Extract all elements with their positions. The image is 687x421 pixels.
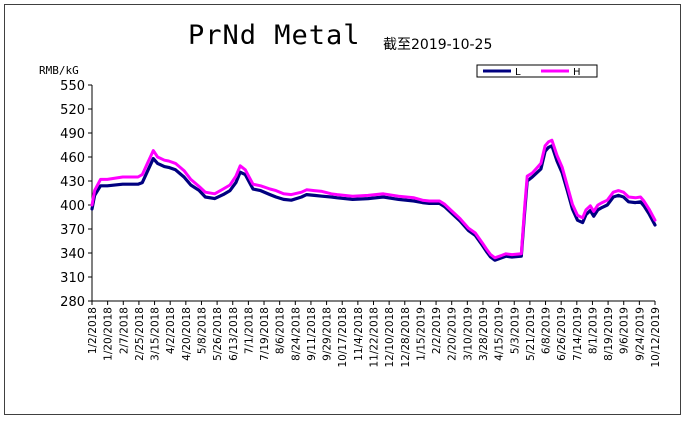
x-tick-label: 2/7/2018 [118, 307, 130, 354]
chart-subtitle: 截至2019-10-25 [383, 37, 493, 53]
x-tick-label: 1/20/2018 [103, 307, 115, 361]
x-tick-label: 1/15/2019 [415, 307, 427, 361]
x-tick-label: 1/2/2018 [87, 307, 99, 354]
x-tick-label: 3/28/2019 [478, 307, 490, 361]
series-line-l [90, 144, 657, 262]
x-tick-label: 4/2/2018 [165, 307, 177, 354]
x-tick-label: 7/1/2018 [243, 307, 255, 354]
x-tick-label: 3/15/2018 [150, 307, 162, 361]
y-axis-unit: RMB/kG [39, 64, 79, 77]
x-tick-label: 4/20/2018 [181, 307, 193, 361]
x-tick-label: 7/14/2019 [572, 307, 584, 361]
y-tick-label: 280 [60, 295, 85, 310]
x-tick-label: 8/19/2019 [603, 307, 615, 361]
x-tick-label: 6/8/2019 [541, 307, 553, 354]
x-tick-label: 8/24/2018 [290, 307, 302, 361]
x-tick-label: 11/22/2018 [369, 307, 381, 368]
legend-label-h: H [573, 67, 581, 78]
x-tick-label: 9/29/2018 [322, 307, 334, 361]
x-tick-label: 10/12/2019 [650, 307, 662, 368]
x-tick-label: 9/24/2019 [634, 307, 646, 361]
x-tick-label: 5/8/2018 [196, 307, 208, 354]
y-tick-label: 340 [60, 247, 85, 262]
y-tick-label: 310 [60, 271, 85, 286]
x-tick-label: 9/6/2019 [619, 307, 631, 354]
x-tick-label: 8/6/2018 [275, 307, 287, 354]
x-tick-label: 3/10/2019 [462, 307, 474, 361]
x-tick-label: 8/1/2019 [587, 307, 599, 354]
x-tick-label: 12/10/2018 [384, 307, 396, 368]
x-tick-label: 6/26/2019 [556, 307, 568, 361]
x-tick-label: 7/19/2018 [259, 307, 271, 361]
legend-box [476, 64, 598, 78]
chart-title: PrNd Metal [188, 20, 361, 51]
legend-label-l: L [515, 67, 521, 78]
x-tick-label: 2/2/2019 [431, 307, 443, 354]
y-tick-label: 430 [60, 175, 85, 190]
x-tick-label: 5/21/2019 [525, 307, 537, 361]
x-tick-label: 5/26/2018 [212, 307, 224, 361]
x-tick-label: 10/17/2018 [337, 307, 349, 368]
y-tick-label: 550 [60, 79, 85, 94]
x-tick-label: 4/15/2019 [494, 307, 506, 361]
y-tick-label: 400 [60, 199, 85, 214]
x-tick-label: 5/3/2019 [509, 307, 521, 354]
series-line-h [90, 138, 657, 260]
x-tick-label: 6/13/2018 [228, 307, 240, 361]
y-tick-label: 520 [60, 103, 85, 118]
x-tick-label: 11/4/2018 [353, 307, 365, 361]
x-tick-label: 12/28/2018 [400, 307, 412, 368]
x-tick-label: 9/11/2018 [306, 307, 318, 361]
y-tick-label: 490 [60, 127, 85, 142]
x-tick-label: 2/25/2018 [134, 307, 146, 361]
y-tick-label: 460 [60, 151, 85, 166]
x-tick-label: 2/20/2019 [447, 307, 459, 361]
y-tick-label: 370 [60, 223, 85, 238]
